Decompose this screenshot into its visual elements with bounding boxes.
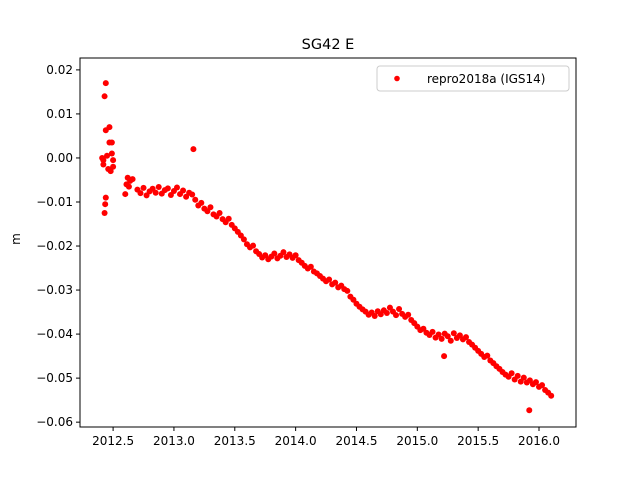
data-point: [216, 209, 223, 216]
y-tick-label: 0.01: [46, 107, 73, 121]
data-point: [104, 152, 111, 159]
x-tick-label: 2015.0: [396, 434, 438, 448]
data-point: [190, 146, 197, 153]
data-point: [441, 353, 448, 360]
data-point: [192, 196, 199, 203]
x-tick-label: 2013.0: [153, 434, 195, 448]
y-axis-label: m: [9, 233, 23, 245]
data-point: [326, 276, 333, 283]
legend-label: repro2018a (IGS14): [427, 72, 545, 86]
data-point: [122, 191, 129, 198]
data-point: [240, 236, 247, 243]
y-tick-label: −0.03: [36, 283, 73, 297]
data-point: [100, 161, 107, 168]
data-point: [484, 352, 491, 359]
y-tick-label: −0.01: [36, 195, 73, 209]
y-tick-label: −0.05: [36, 371, 73, 385]
data-point: [108, 150, 115, 157]
data-point: [164, 185, 171, 192]
data-points: [99, 80, 555, 414]
data-point: [447, 337, 454, 344]
data-point: [110, 157, 117, 164]
data-point: [429, 328, 436, 335]
data-point: [189, 191, 196, 198]
data-point: [102, 194, 109, 201]
y-tick-label: −0.02: [36, 239, 73, 253]
y-axis-ticks: 0.02 0.01 0.00 −0.01 −0.02 −0.03 −0.04 −0.05 −0.…: [36, 63, 80, 429]
data-point: [396, 305, 403, 312]
data-point: [371, 313, 378, 320]
data-point: [106, 124, 113, 131]
data-point: [548, 392, 555, 399]
data-point: [101, 93, 108, 100]
x-tick-label: 2014.0: [275, 434, 317, 448]
data-point: [393, 312, 400, 319]
y-tick-label: −0.06: [36, 415, 73, 429]
data-point: [108, 139, 115, 146]
data-point: [207, 204, 214, 211]
data-point: [125, 183, 132, 190]
data-point: [250, 242, 257, 249]
data-point: [435, 331, 442, 338]
data-point: [344, 287, 351, 294]
data-point: [225, 215, 232, 222]
data-point: [405, 311, 412, 318]
data-point: [383, 309, 390, 316]
legend-box: [376, 65, 570, 92]
y-tick-label: −0.04: [36, 327, 73, 341]
data-point: [155, 184, 162, 191]
legend-marker-icon: [394, 75, 400, 82]
data-point: [520, 374, 527, 381]
data-point: [508, 370, 515, 377]
data-point: [173, 184, 180, 191]
data-point: [101, 209, 108, 216]
data-point: [539, 382, 546, 389]
data-point: [152, 189, 159, 196]
y-tick-label: 0.00: [46, 151, 73, 165]
x-tick-label: 2016.0: [518, 434, 560, 448]
data-point: [100, 157, 107, 164]
legend: repro2018a (IGS14): [376, 65, 570, 92]
x-axis-ticks: 2012.5 2013.0 2013.5 2014.0 2014.5 2015.0 2015…: [92, 427, 560, 448]
x-tick-label: 2012.5: [92, 434, 134, 448]
data-point: [198, 199, 205, 206]
x-tick-label: 2013.5: [214, 434, 256, 448]
data-point: [444, 333, 451, 340]
data-point: [102, 80, 109, 87]
data-point: [180, 187, 187, 194]
data-point: [107, 168, 114, 175]
data-point: [271, 250, 278, 257]
data-point: [140, 184, 147, 191]
data-point: [307, 263, 314, 270]
x-tick-label: 2015.5: [457, 434, 499, 448]
data-point: [450, 330, 457, 337]
data-point: [332, 279, 339, 286]
axes-frame: [79, 57, 577, 428]
chart-title: SG42 E: [302, 37, 355, 53]
data-point: [110, 163, 117, 170]
data-point: [532, 379, 539, 386]
x-tick-label: 2014.5: [335, 434, 377, 448]
data-point: [514, 372, 521, 379]
data-point: [129, 176, 136, 183]
data-point: [462, 334, 469, 341]
data-point: [137, 190, 144, 197]
data-point: [102, 201, 109, 208]
data-point: [280, 249, 287, 256]
data-point: [526, 407, 533, 414]
y-tick-label: 0.02: [46, 63, 73, 77]
data-point: [438, 335, 445, 342]
data-point: [292, 252, 299, 259]
